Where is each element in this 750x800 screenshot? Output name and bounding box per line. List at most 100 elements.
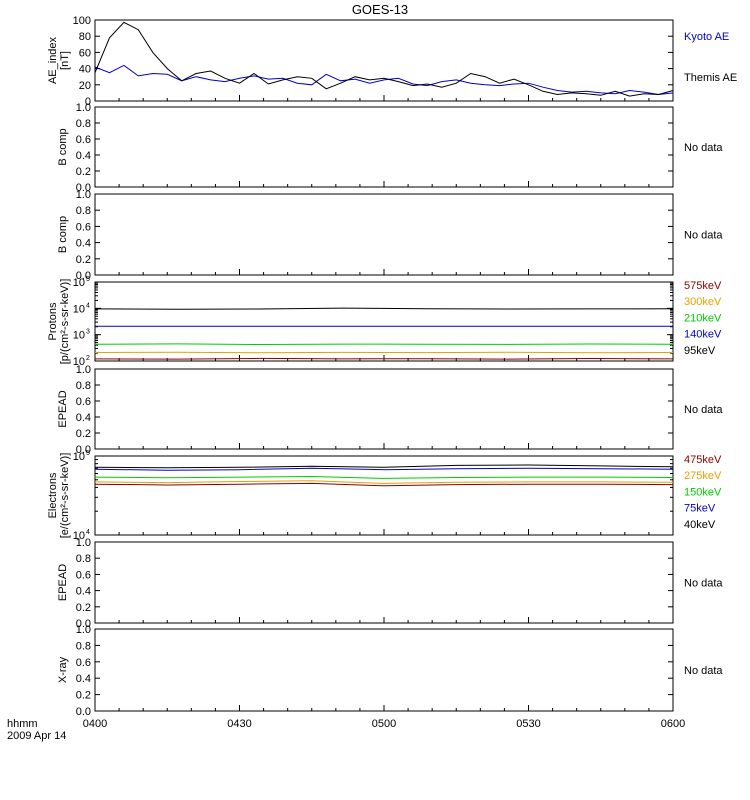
chart-title: GOES-13 [352,2,408,17]
series-210kev [94,343,674,346]
panel-frame [94,368,674,450]
y-tick-label: 0.6 [76,657,91,669]
y-axis-label: [nT] [59,51,71,70]
y-tick-label: 10 [73,330,85,342]
panel-frame [94,193,674,276]
y-tick-label: 0.2 [76,428,91,440]
y-tick-label: 0 [85,96,91,108]
y-tick-label: 10 [73,277,85,289]
y-axis-label: Protons [47,302,59,340]
y-tick-label: 60 [79,47,91,59]
y-tick-label: 10 [73,303,85,315]
time-axis: hhmm 2009 Apr 14 0400 0430 0500 0530 0600 [7,718,685,742]
y-tick-label: 1.0 [76,537,91,549]
no-data-label: No data [684,142,723,154]
y-tick-label: 0.4 [76,586,91,598]
time-tick-label: 0430 [227,718,251,730]
y-tick-label: 0.8 [76,118,91,130]
series-95kev [94,307,674,310]
legend-entry: 275keV [684,470,722,482]
y-tick-exponent: 5 [86,450,90,457]
legend-entry: 75keV [684,503,716,515]
panels-group: 0 20 40 60 80 100 AE_index [nT] Kyoto AE Themis A… [47,15,737,718]
legend-entry: 140keV [684,329,722,341]
time-tick-label: 0400 [83,718,107,730]
y-tick-label: 0.2 [76,690,91,702]
legend-entry: 95keV [684,345,716,357]
no-data-label: No data [684,404,723,416]
legend-entry: Themis AE [684,72,737,84]
legend-entry: 150keV [684,486,722,498]
series-75kev [94,467,674,471]
panel-xray: 0.0 0.2 0.4 0.6 0.8 1.0 X-ray No data [57,624,723,718]
series-475kev [94,482,674,487]
y-tick-label: 0.4 [76,673,91,685]
y-tick-label: 10 [73,451,85,463]
panel-epead2: 0.0 0.2 0.4 0.6 0.8 1.0 EPEAD No data [57,537,723,630]
panel-bcomp2: 0.0 0.2 0.4 0.6 0.8 1.0 B comp No data [57,189,723,282]
y-axis-label: AE_index [47,36,59,84]
y-axis-label: B comp [57,128,69,165]
y-axis-label: EPEAD [57,390,69,427]
y-tick-label: 0.0 [76,270,91,282]
y-tick-exponent: 4 [86,302,90,309]
y-tick-label: 1.0 [76,102,91,114]
y-tick-label: 1.0 [76,364,91,376]
y-tick-label: 0.6 [76,569,91,581]
y-tick-label: 0.4 [76,412,91,424]
panel-frame [94,19,674,102]
y-axis-label: [e/(cm²-s-sr-keV)] [59,453,71,539]
y-tick-label: 40 [79,64,91,76]
panel-frame [94,628,674,712]
y-tick-exponent: 3 [86,329,90,336]
y-tick-label: 0.0 [76,444,91,456]
panel-frame [94,106,674,188]
y-tick-label: 0.8 [76,205,91,217]
legend-entry: 40keV [684,519,716,531]
y-axis-label: B comp [57,216,69,253]
time-tick-label: 0500 [372,718,396,730]
y-tick-label: 0.8 [76,380,91,392]
y-tick-label: 0.6 [76,396,91,408]
y-tick-label: 0.2 [76,602,91,614]
y-tick-exponent: 5 [86,276,90,283]
y-tick-label: 20 [79,80,91,92]
series-kyoto-ae [94,64,674,96]
y-tick-label: 10 [73,356,85,368]
series-150kev [94,475,674,479]
y-tick-label: 0.0 [76,618,91,630]
panel-ae: 0 20 40 60 80 100 AE_index [nT] Kyoto AE Themis A… [47,15,737,108]
series-275kev [94,480,674,484]
series-40kev [94,464,674,469]
y-tick-label: 0.0 [76,706,91,718]
legend-entry: 210keV [684,312,722,324]
series-575kev [94,357,674,360]
y-tick-label: 0.4 [76,238,91,250]
y-tick-label: 0.8 [76,640,91,652]
legend-entry: 475keV [684,454,722,466]
no-data-label: No data [684,578,723,590]
y-tick-exponent: 2 [86,355,90,362]
legend-entry: 575keV [684,280,722,292]
panel-frame [94,541,674,624]
time-tick-label: 0600 [661,718,685,730]
y-tick-exponent: 4 [86,529,90,536]
y-tick-label: 0.2 [76,166,91,178]
legend-entry: Kyoto AE [684,31,729,43]
y-tick-label: 0.4 [76,150,91,162]
series-300kev [94,351,674,354]
y-tick-label: 0.8 [76,553,91,565]
y-tick-label: 10 [73,530,85,542]
panel-epead1: 0.0 0.2 0.4 0.6 0.8 1.0 EPEAD No data [57,364,723,456]
y-tick-label: 0.6 [76,221,91,233]
time-axis-label: hhmm [7,718,38,730]
legend-entry: 300keV [684,296,722,308]
y-tick-label: 80 [79,31,91,43]
y-axis-label: EPEAD [57,564,69,601]
series-themis-ae [94,21,674,97]
no-data-label: No data [684,665,723,677]
panel-bcomp1: 0.0 0.2 0.4 0.6 0.8 1.0 B comp No data [57,102,723,194]
